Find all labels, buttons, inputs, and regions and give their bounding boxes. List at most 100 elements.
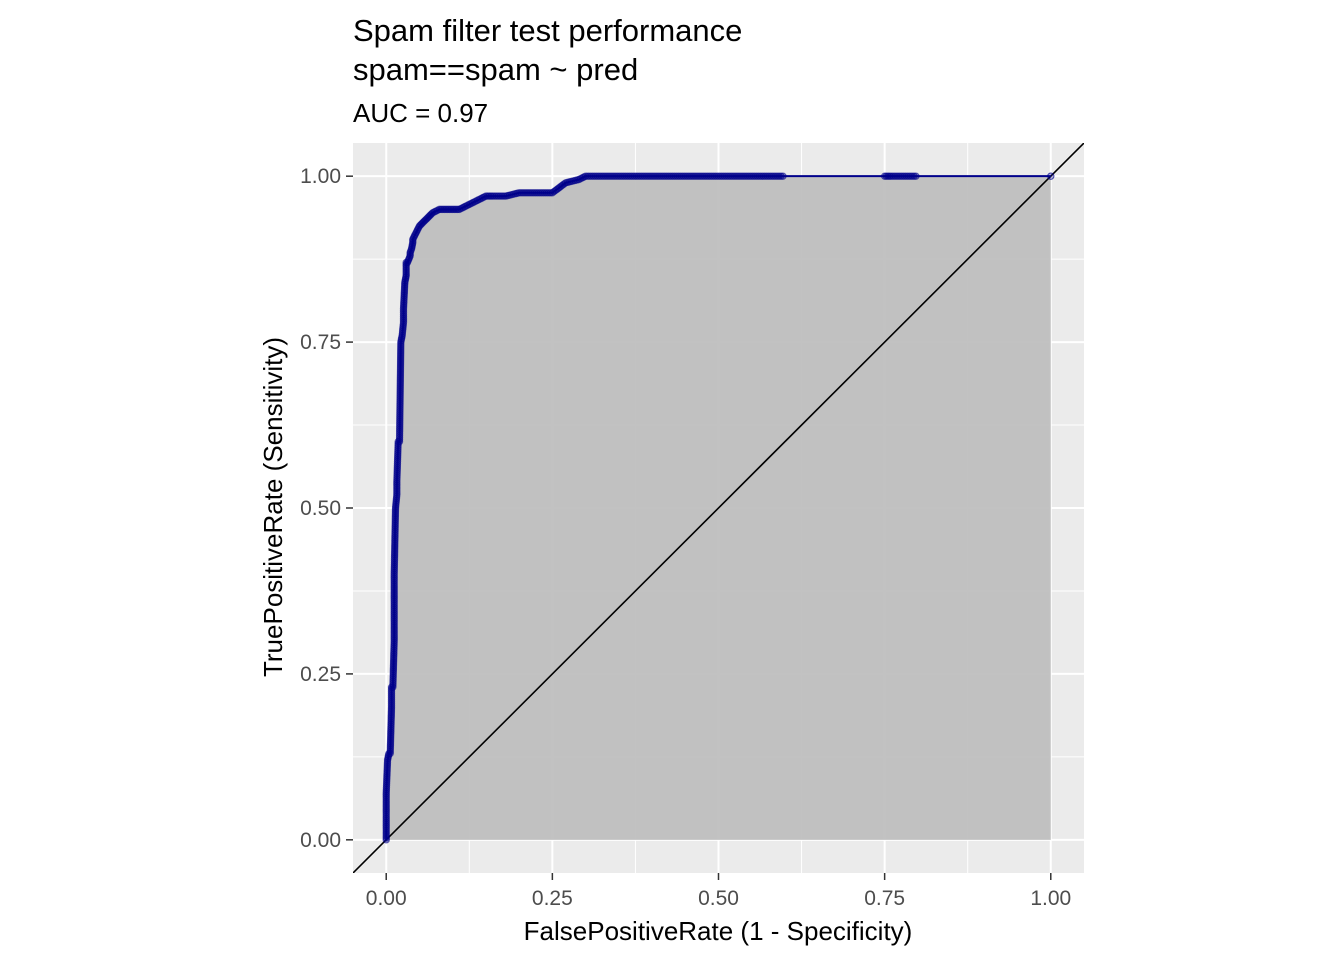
roc-point <box>753 172 762 180</box>
roc-point <box>619 172 627 180</box>
roc-point <box>689 172 697 180</box>
roc-point <box>382 799 390 807</box>
roc-point <box>494 192 502 200</box>
roc-point <box>390 617 398 625</box>
roc-point <box>390 603 398 612</box>
roc-point <box>716 172 725 180</box>
roc-point <box>382 803 390 811</box>
roc-point <box>390 615 398 623</box>
chart-subtitle: AUC = 0.97 <box>353 98 488 128</box>
roc-point <box>669 172 678 180</box>
roc-point <box>382 805 390 813</box>
x-tick-label: 0.75 <box>864 887 905 910</box>
y-axis: 0.00 0.25 0.50 0.75 1.00 <box>300 165 353 852</box>
roc-point <box>734 172 742 180</box>
roc-point <box>382 818 390 827</box>
roc-point <box>667 172 676 180</box>
roc-point <box>658 172 666 180</box>
roc-point <box>402 266 410 274</box>
roc-point <box>529 189 537 197</box>
roc-point <box>382 832 390 840</box>
roc-point <box>720 172 729 180</box>
title-line-2: spam==spam ~ pred <box>353 52 638 87</box>
roc-point <box>611 172 619 180</box>
roc-point <box>589 172 598 180</box>
roc-point <box>773 172 781 180</box>
roc-point <box>382 795 390 803</box>
roc-point <box>708 172 717 180</box>
roc-point <box>536 189 545 197</box>
roc-point <box>390 578 398 586</box>
roc-point <box>399 307 408 315</box>
roc-point <box>603 172 611 180</box>
roc-point <box>775 172 783 180</box>
roc-point <box>662 172 670 180</box>
roc-point <box>675 172 684 180</box>
roc-point <box>402 270 410 278</box>
y-tick-label: 1.00 <box>300 165 341 188</box>
plot-panel <box>353 143 1084 873</box>
roc-point <box>697 172 705 180</box>
roc-point <box>628 172 637 180</box>
roc-point <box>897 172 905 180</box>
roc-point <box>613 172 621 180</box>
x-tick-label: 0.50 <box>698 887 739 910</box>
roc-point <box>517 189 525 197</box>
roc-point <box>399 310 408 319</box>
roc-point <box>660 172 668 180</box>
roc-point <box>759 172 768 180</box>
roc-point <box>382 814 390 823</box>
roc-point <box>893 172 901 180</box>
roc-point <box>891 172 899 180</box>
roc-point <box>390 601 398 610</box>
roc-point <box>515 189 523 197</box>
roc-point <box>620 172 629 180</box>
roc-point <box>488 192 497 200</box>
roc-point <box>738 172 746 180</box>
roc-point <box>390 607 398 616</box>
y-tick-label: 0.75 <box>300 331 341 354</box>
roc-point <box>671 172 680 180</box>
roc-point <box>650 172 658 180</box>
roc-point <box>763 172 772 180</box>
roc-point <box>390 572 398 581</box>
roc-point <box>399 309 408 317</box>
roc-point <box>636 172 645 180</box>
title-line-1: Spam filter test performance <box>353 13 742 48</box>
roc-point <box>382 793 390 801</box>
roc-point <box>900 172 909 180</box>
roc-point <box>895 172 903 180</box>
roc-point <box>597 172 605 180</box>
roc-point <box>492 192 501 200</box>
roc-point <box>751 172 760 180</box>
x-axis-title: FalsePositiveRate (1 - Specificity) <box>524 916 913 946</box>
x-tick-label: 1.00 <box>1030 887 1071 910</box>
roc-point <box>889 172 897 180</box>
roc-point <box>646 172 654 180</box>
roc-point <box>887 172 895 180</box>
roc-point <box>902 172 911 180</box>
roc-point <box>732 172 740 180</box>
roc-point <box>605 172 613 180</box>
roc-point <box>382 816 390 825</box>
roc-point <box>390 629 398 637</box>
roc-point <box>701 172 709 180</box>
roc-point <box>710 172 719 180</box>
roc-point <box>390 582 398 590</box>
roc-point <box>585 172 594 180</box>
x-tick-label: 0.25 <box>532 887 573 910</box>
x-axis: 0.00 0.25 0.50 0.75 1.00 <box>366 873 1071 910</box>
y-tick-label: 0.00 <box>300 829 341 852</box>
roc-point <box>583 172 592 180</box>
roc-point <box>525 189 533 197</box>
roc-point <box>382 809 390 817</box>
roc-point <box>730 172 738 180</box>
roc-point <box>898 172 907 180</box>
roc-point <box>390 586 398 594</box>
roc-point <box>757 172 766 180</box>
roc-point <box>615 172 623 180</box>
diagonal-reference-line <box>353 143 1084 873</box>
roc-point <box>581 172 590 180</box>
roc-point <box>382 820 390 829</box>
roc-point <box>722 172 731 180</box>
